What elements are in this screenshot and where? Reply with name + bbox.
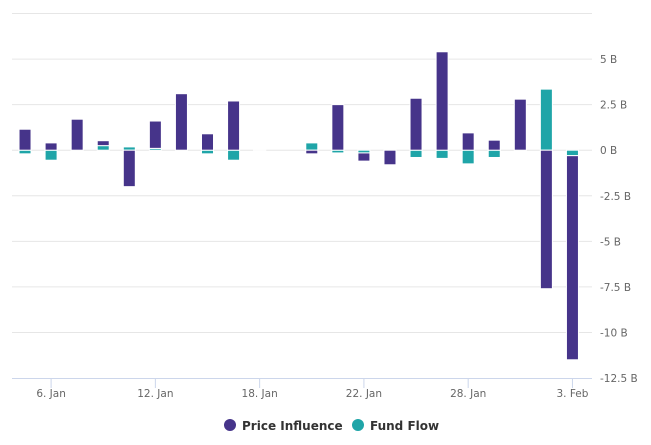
bar-fund-flow[interactable]: 6. Jan Fund Flow: -0.55 B [45,150,57,160]
bar-price-influence[interactable]: 3. Feb Price Influence: -11.2 B [566,156,578,360]
y-tick-label: 0 B [600,145,617,157]
legend-label-fund-flow: Fund Flow [370,419,439,433]
x-tick-label: 6. Jan [36,388,66,400]
bar-fund-flow[interactable]: 5. Jan Fund Flow: -0.2 B [19,150,31,154]
legend-marker-fund-flow [352,419,364,431]
bar-price-influence[interactable]: 15. Jan Price Influence: 2.7 B [228,101,240,150]
y-axis: 5 B 2.5 B 0 B -2.5 B -5 B -7.5 B -10 B -12.5 B [600,54,638,385]
x-tick-label: 28. Jan [450,388,486,400]
bar-price-influence[interactable]: 27. Jan Price Influence: 5.4 B [436,52,448,150]
bar-fund-flow[interactable]: 26. Jan Fund Flow: -0.4 B [410,150,422,157]
bar-price-influence[interactable]: 14. Jan Price Influence: 0.9 B [202,134,214,150]
y-tick-label: -2.5 B [600,191,631,203]
bar-price-influence[interactable]: 11. Jan Price Influence: -2 B [123,150,135,186]
bar-fund-flow[interactable]: 29. Jan Fund Flow: -0.4 B [488,150,500,157]
y-tick-label: -10 B [600,327,628,339]
bar-fund-flow[interactable]: 28. Jan Fund Flow: -0.75 B [462,150,474,164]
bar-fund-flow[interactable]: 20. Jan Fund Flow: 0.4 B [306,143,318,150]
bar-price-influence[interactable]: 13. Jan Price Influence: 3.1 B [175,94,187,150]
legend-label-price-influence: Price Influence [242,419,343,433]
bar-price-influence[interactable]: 6. Jan Price Influence: 0.4 B [45,143,57,150]
bar-price-influence[interactable]: 5. Jan Price Influence: 1.15 B [19,129,31,150]
x-tick-label: 12. Jan [137,388,173,400]
x-axis: 6. Jan 12. Jan 18. Jan 22. Jan 28. Jan 3. Feb [36,378,588,400]
legend-marker-price-influence [224,419,236,431]
bar-price-influence[interactable]: 28. Jan Price Influence: 0.95 B [462,133,474,150]
y-tick-label: -7.5 B [600,282,631,294]
x-tick-label: 18. Jan [242,388,278,400]
bar-price-influence[interactable]: 8. Jan Price Influence: 0.27 B [97,141,109,146]
legend: Price Influence Fund Flow [224,419,439,433]
x-tick-label: 22. Jan [346,388,382,400]
bar-price-influence[interactable]: 20. Jan Price Influence: -0.2 B [306,150,318,154]
bar-price-influence[interactable]: 1. Feb Price Influence: 2.8 B [514,99,526,150]
bar-fund-flow[interactable]: 27. Jan Fund Flow: -0.45 B [436,150,448,158]
bar-fund-flow[interactable]: 2. Feb Fund Flow: 3.35 B [540,89,552,150]
bar-fund-flow[interactable]: 8. Jan Fund Flow: 0.25 B [97,146,109,151]
bars: 5. Jan Fund Flow: -0.2 B5. Jan Price Inf… [19,52,578,360]
bar-fund-flow[interactable]: 14. Jan Fund Flow: -0.2 B [202,150,214,154]
y-tick-label: 2.5 B [600,100,627,112]
grid-lines [12,14,592,333]
bar-price-influence[interactable]: 2. Feb Price Influence: -7.6 B [540,150,552,289]
y-tick-label: 5 B [600,54,617,66]
bar-price-influence[interactable]: 22. Jan Price Influence: -0.45 B [358,153,370,161]
bar-fund-flow[interactable]: 3. Feb Fund Flow: -0.3 B [566,150,578,155]
bar-price-influence[interactable]: 29. Jan Price Influence: 0.55 B [488,140,500,150]
y-tick-label: -12.5 B [600,373,638,385]
x-tick-label: 3. Feb [556,388,588,400]
legend-item-price-influence[interactable]: Price Influence [224,419,343,433]
legend-item-fund-flow[interactable]: Fund Flow [352,419,439,433]
bar-price-influence[interactable]: 7. Jan Price Influence: 1.7 B [71,119,83,150]
bar-price-influence[interactable]: 26. Jan Price Influence: 2.85 B [410,98,422,150]
bar-price-influence[interactable]: 25. Jan Price Influence: -0.8 B [384,150,396,165]
bar-price-influence[interactable]: 21. Jan Price Influence: 2.5 B [332,105,344,151]
y-tick-label: -5 B [600,236,621,248]
bar-fund-flow[interactable]: 15. Jan Fund Flow: -0.55 B [228,150,240,160]
bar-price-influence[interactable]: 12. Jan Price Influence: 1.5 B [149,121,161,148]
